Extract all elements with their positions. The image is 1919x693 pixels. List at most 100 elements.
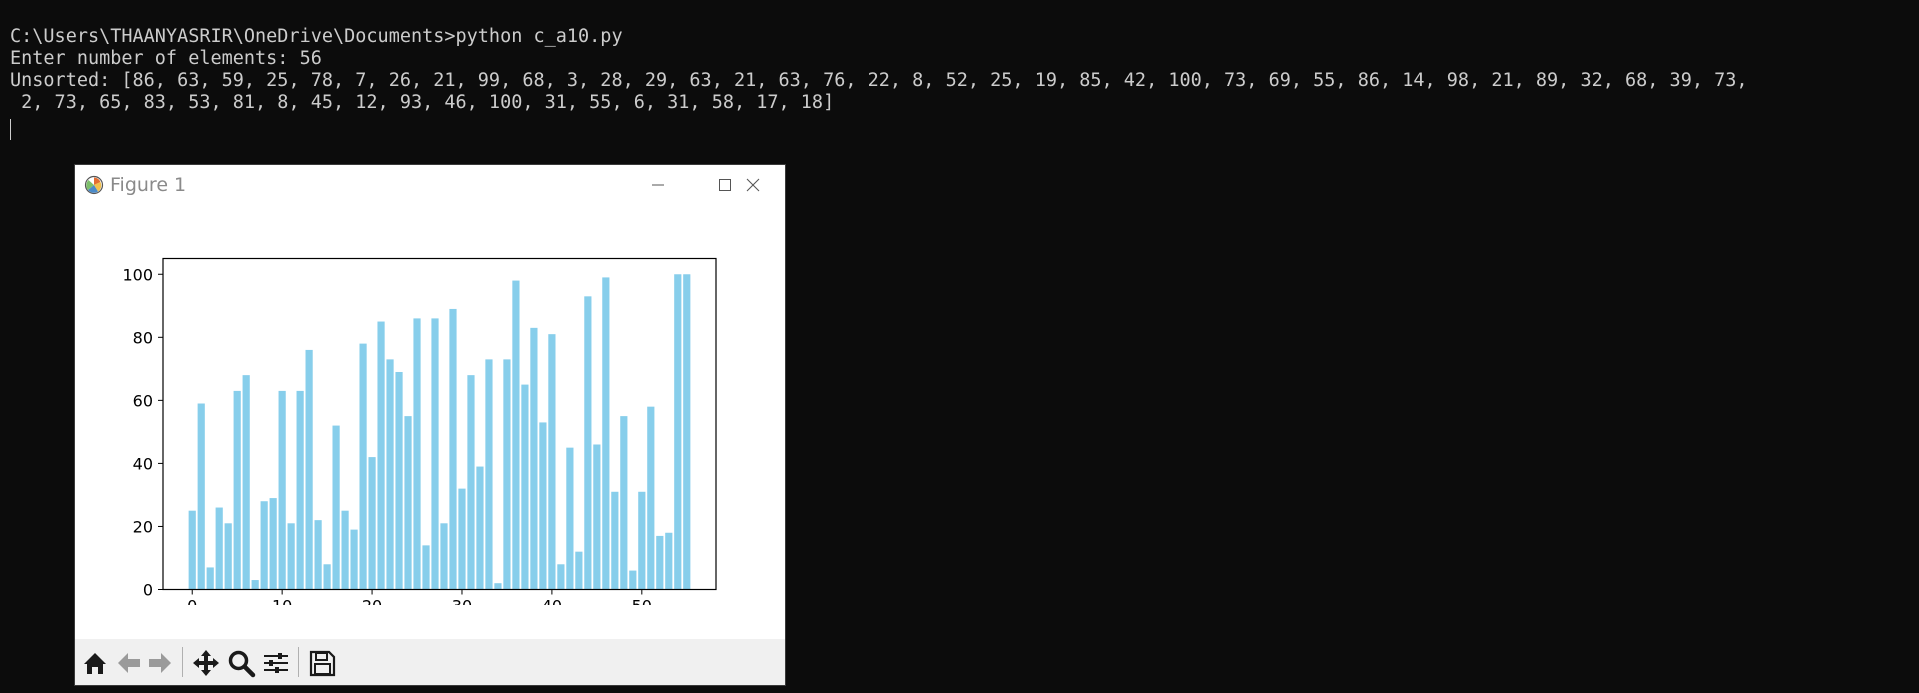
bar bbox=[422, 545, 430, 590]
bar bbox=[386, 359, 394, 590]
bar bbox=[296, 390, 304, 590]
bar bbox=[350, 529, 358, 590]
zoom-magnifier-icon bbox=[228, 650, 256, 678]
x-tick-label: 0 bbox=[187, 597, 197, 606]
bar bbox=[512, 280, 520, 590]
bar bbox=[494, 583, 502, 590]
y-tick-label: 20 bbox=[133, 517, 153, 536]
bar bbox=[260, 501, 268, 590]
x-tick-label: 10 bbox=[272, 597, 292, 606]
navigation-toolbar bbox=[75, 639, 785, 685]
bar bbox=[656, 535, 664, 590]
y-tick-label: 40 bbox=[133, 454, 153, 473]
close-button[interactable] bbox=[720, 165, 786, 205]
bar bbox=[269, 498, 277, 590]
bar bbox=[458, 488, 466, 590]
bar bbox=[413, 318, 421, 590]
bar bbox=[332, 425, 340, 590]
bar bbox=[602, 277, 610, 590]
maximize-icon bbox=[719, 179, 731, 191]
maximize-button[interactable] bbox=[692, 165, 758, 205]
bar bbox=[683, 274, 691, 590]
bar bbox=[341, 510, 349, 590]
zoom-button[interactable] bbox=[226, 648, 256, 678]
bar bbox=[539, 422, 547, 590]
bar bbox=[530, 327, 538, 590]
toolbar-separator bbox=[298, 647, 299, 677]
toolbar-separator bbox=[182, 647, 183, 677]
terminal-unsorted-line: Unsorted: [86, 63, 59, 25, 78, 7, 26, 21… bbox=[10, 70, 1748, 91]
bar bbox=[323, 564, 331, 590]
bar bbox=[557, 564, 565, 590]
home-button[interactable] bbox=[80, 648, 110, 678]
x-tick-label: 40 bbox=[542, 597, 562, 606]
bar bbox=[395, 371, 403, 590]
forward-arrow-icon bbox=[149, 653, 171, 673]
pan-move-icon bbox=[193, 650, 219, 676]
forward-button[interactable] bbox=[145, 648, 175, 678]
y-tick-label: 80 bbox=[133, 328, 153, 347]
bar bbox=[620, 416, 628, 590]
bar bbox=[314, 520, 322, 590]
configure-subplots-button[interactable] bbox=[261, 648, 291, 678]
bar bbox=[359, 343, 367, 590]
configure-subplots-icon bbox=[264, 653, 288, 673]
bar bbox=[368, 457, 376, 590]
home-icon bbox=[84, 653, 106, 674]
bar bbox=[503, 359, 511, 590]
bar bbox=[575, 551, 583, 590]
bar bbox=[287, 523, 295, 590]
bar bbox=[521, 384, 529, 590]
matplotlib-logo-icon bbox=[84, 175, 104, 195]
terminal-output: C:\Users\THAANYASRIR\OneDrive\Documents>… bbox=[10, 26, 1909, 114]
bar bbox=[206, 567, 214, 590]
bar bbox=[305, 349, 313, 590]
plot-canvas[interactable]: 0 10 20 30 40 50 0 20 40 60 80 100 bbox=[75, 205, 785, 605]
bar bbox=[233, 390, 241, 590]
bar bbox=[224, 523, 232, 590]
bar bbox=[404, 416, 412, 590]
bar-chart: 0 10 20 30 40 50 0 20 40 60 80 100 bbox=[122, 257, 717, 606]
figure-titlebar[interactable]: Figure 1 bbox=[75, 165, 785, 205]
bar bbox=[665, 532, 673, 590]
bar bbox=[566, 447, 574, 590]
terminal-unsorted-continuation: 2, 73, 65, 83, 53, 81, 8, 45, 12, 93, 46… bbox=[10, 92, 835, 113]
back-arrow-icon bbox=[118, 653, 140, 673]
bar bbox=[449, 308, 457, 590]
x-tick-label: 20 bbox=[362, 597, 382, 606]
bar bbox=[440, 523, 448, 590]
bar bbox=[431, 318, 439, 590]
y-tick-label: 60 bbox=[133, 391, 153, 410]
figure-window-title: Figure 1 bbox=[110, 174, 187, 196]
bar bbox=[611, 491, 619, 590]
back-button[interactable] bbox=[114, 648, 144, 678]
bar bbox=[188, 510, 196, 590]
pan-button[interactable] bbox=[191, 648, 221, 678]
bar bbox=[584, 296, 592, 590]
bar bbox=[215, 507, 223, 590]
bar bbox=[548, 334, 556, 590]
terminal-prompt-line: Enter number of elements: 56 bbox=[10, 48, 322, 69]
x-tick-label: 50 bbox=[632, 597, 652, 606]
bar bbox=[377, 321, 385, 590]
bar bbox=[485, 359, 493, 590]
bar bbox=[242, 375, 250, 590]
bar bbox=[197, 403, 205, 590]
bar bbox=[674, 274, 682, 590]
bar bbox=[647, 406, 655, 590]
close-icon bbox=[746, 178, 760, 192]
bar bbox=[467, 375, 475, 590]
x-tick-label: 30 bbox=[452, 597, 472, 606]
minimize-icon bbox=[652, 184, 664, 186]
terminal-cursor[interactable] bbox=[10, 119, 11, 140]
save-button[interactable] bbox=[307, 648, 337, 678]
minimize-button[interactable] bbox=[625, 165, 691, 205]
bar bbox=[629, 570, 637, 590]
bar bbox=[593, 444, 601, 590]
y-tick-label: 0 bbox=[143, 581, 153, 600]
y-tick-label: 100 bbox=[122, 265, 153, 284]
bar bbox=[476, 466, 484, 590]
axes-frame bbox=[162, 257, 717, 591]
bar bbox=[278, 390, 286, 590]
terminal-command-line: C:\Users\THAANYASRIR\OneDrive\Documents>… bbox=[10, 26, 623, 47]
